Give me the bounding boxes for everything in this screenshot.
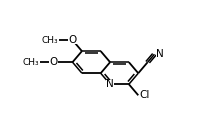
FancyBboxPatch shape bbox=[37, 36, 58, 44]
Text: N: N bbox=[106, 79, 114, 89]
FancyBboxPatch shape bbox=[106, 81, 114, 88]
Text: O: O bbox=[50, 57, 58, 67]
Text: CH₃: CH₃ bbox=[41, 36, 58, 45]
Text: O: O bbox=[68, 35, 77, 45]
Text: CH₃: CH₃ bbox=[23, 58, 39, 67]
FancyBboxPatch shape bbox=[49, 58, 58, 66]
FancyBboxPatch shape bbox=[19, 58, 39, 66]
FancyBboxPatch shape bbox=[68, 36, 77, 44]
Text: N: N bbox=[156, 49, 164, 59]
Text: Cl: Cl bbox=[139, 90, 150, 100]
FancyBboxPatch shape bbox=[139, 92, 154, 99]
FancyBboxPatch shape bbox=[156, 50, 164, 58]
